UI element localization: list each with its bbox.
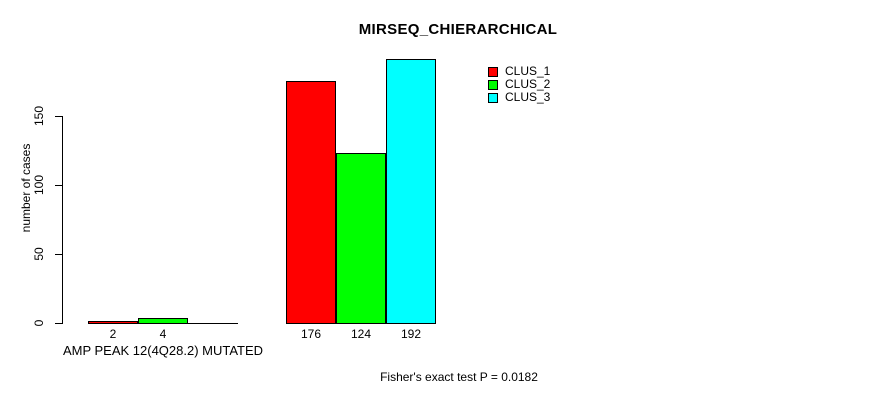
- bar-value-label: 192: [400, 327, 422, 341]
- y-axis-tick: [55, 254, 63, 255]
- y-axis-tick: [55, 185, 63, 186]
- bar-clus_2: [336, 153, 386, 324]
- bar-value-label: 2: [109, 327, 117, 341]
- legend-item: CLUS_1: [488, 65, 550, 78]
- legend-label: CLUS_3: [505, 90, 551, 104]
- chart-title: MIRSEQ_CHIERARCHICAL: [358, 21, 558, 38]
- y-tick-label: 100: [32, 174, 46, 196]
- fisher-test-annotation: Fisher's exact test P = 0.0182: [380, 370, 538, 384]
- y-axis-line: [62, 116, 63, 324]
- bar-clus_3: [386, 59, 436, 324]
- legend-item: CLUS_3: [488, 91, 550, 104]
- bar-clus_2: [138, 318, 188, 324]
- legend-label: CLUS_2: [505, 77, 551, 91]
- legend-swatch-icon: [488, 92, 498, 103]
- y-tick-label: 50: [32, 247, 46, 261]
- y-tick-label: 0: [32, 319, 46, 327]
- legend-item: CLUS_2: [488, 78, 550, 91]
- bar-clus_1: [88, 321, 138, 324]
- bar-clus_1: [286, 81, 336, 324]
- bar-value-label: 4: [159, 327, 167, 341]
- legend: CLUS_1 CLUS_2 CLUS_3: [488, 65, 550, 104]
- legend-swatch-icon: [488, 66, 498, 77]
- bar-value-label: 124: [350, 327, 372, 341]
- legend-label: CLUS_1: [505, 64, 551, 78]
- x-axis-group-label: AMP PEAK 12(4Q28.2) MUTATED: [62, 343, 264, 358]
- legend-swatch-icon: [488, 79, 498, 90]
- y-tick-label: 150: [32, 105, 46, 127]
- bar-value-label: 176: [300, 327, 322, 341]
- y-axis-tick: [55, 116, 63, 117]
- y-axis-tick: [55, 323, 63, 324]
